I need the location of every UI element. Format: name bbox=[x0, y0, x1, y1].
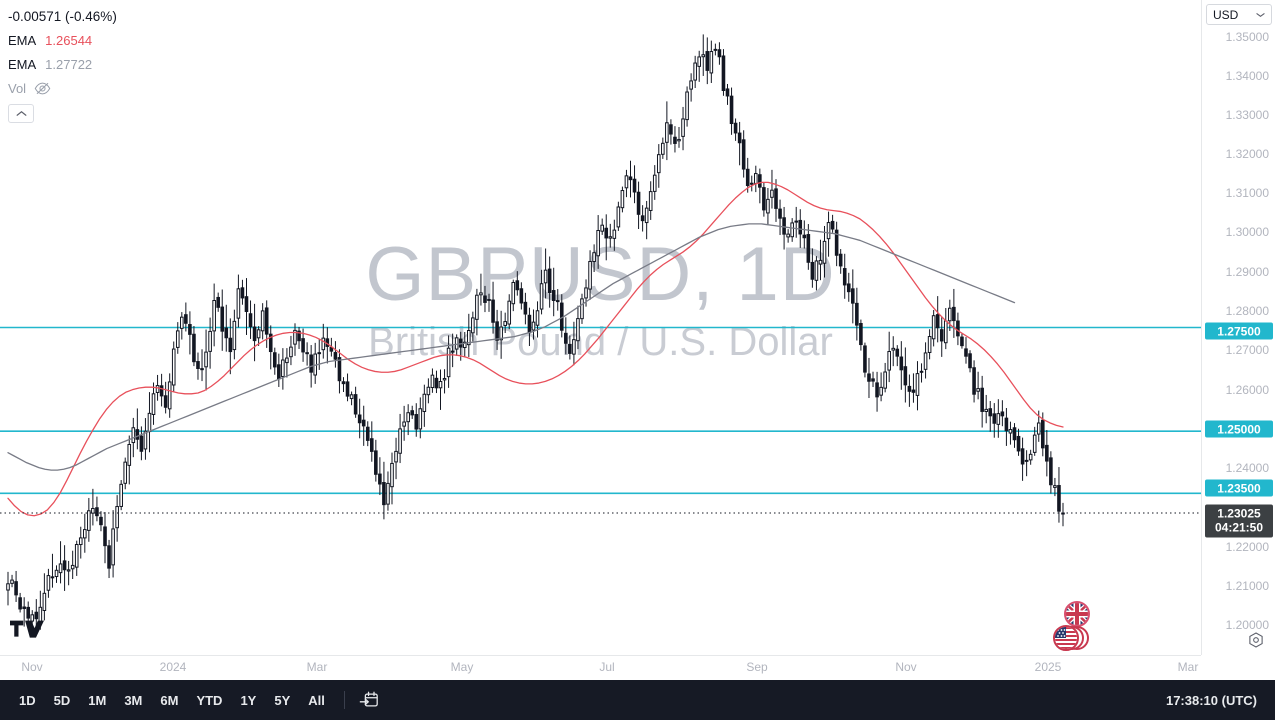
collapse-legend-button[interactable] bbox=[8, 104, 34, 123]
current-price-value: 1.23025 bbox=[1217, 506, 1261, 521]
bottom-toolbar: 1D 5D 1M 3M 6M YTD 1Y 5Y All 17:38:10 (UTC) bbox=[0, 680, 1275, 720]
price-series-svg bbox=[0, 34, 1201, 630]
price-axis-tick: 1.35000 bbox=[1225, 30, 1269, 44]
price-axis-tick: 1.26000 bbox=[1225, 383, 1269, 397]
time-axis-tick: Nov bbox=[895, 660, 917, 674]
price-axis-tick: 1.21000 bbox=[1225, 579, 1269, 593]
timeframe-button-group: 1D 5D 1M 3M 6M YTD 1Y 5Y All bbox=[0, 689, 334, 712]
tradingview-logo[interactable] bbox=[10, 620, 44, 642]
us-flag-marker[interactable] bbox=[1053, 624, 1089, 652]
legend-indicator-ema-slow[interactable]: EMA 1.27722 bbox=[8, 52, 117, 76]
price-level-badge[interactable]: 1.23500 bbox=[1205, 479, 1273, 497]
current-price-badge[interactable]: 1.23025 04:21:50 bbox=[1205, 504, 1273, 538]
timeframe-button-1y[interactable]: 1Y bbox=[240, 692, 257, 708]
time-axis-tick: 2025 bbox=[1034, 660, 1062, 674]
ema-slow-value: 1.27722 bbox=[45, 56, 93, 72]
ema-slow-line[interactable] bbox=[7, 223, 1016, 471]
timeframe-button-5d[interactable]: 5D bbox=[53, 692, 71, 708]
timeframe-button-5y[interactable]: 5Y bbox=[274, 692, 291, 708]
chevron-up-icon bbox=[16, 111, 26, 116]
time-axis-tick: Mar bbox=[1177, 660, 1199, 674]
price-level-badge[interactable]: 1.25000 bbox=[1205, 420, 1273, 438]
ema-slow-label: EMA bbox=[8, 56, 37, 72]
timeframe-button-1d[interactable]: 1D bbox=[19, 692, 36, 708]
candlestick-series bbox=[6, 34, 1065, 630]
timeframe-button-6m[interactable]: 6M bbox=[160, 692, 179, 708]
time-axis-tick: Nov bbox=[21, 660, 43, 674]
price-axis-tick: 1.27000 bbox=[1225, 343, 1269, 357]
gear-icon[interactable] bbox=[1245, 629, 1267, 651]
currency-label: USD bbox=[1213, 7, 1239, 22]
bar-countdown-timer: 04:21:50 bbox=[1214, 520, 1264, 535]
price-axis-tick: 1.30000 bbox=[1225, 225, 1269, 239]
price-axis[interactable]: USD 1.35000 1.34000 1.33000 1.32000 1.31000 1… bbox=[1201, 0, 1275, 655]
eye-off-icon[interactable] bbox=[34, 81, 51, 96]
time-axis[interactable]: Nov 2024 Mar May Jul Sep Nov 2025 Mar bbox=[0, 655, 1201, 680]
timeframe-button-all[interactable]: All bbox=[308, 692, 325, 708]
toolbar-divider bbox=[343, 691, 345, 709]
price-axis-tick: 1.22000 bbox=[1225, 540, 1269, 554]
price-axis-tick: 1.32000 bbox=[1225, 147, 1269, 161]
timeframe-button-1m[interactable]: 1M bbox=[88, 692, 107, 708]
price-level-badge[interactable]: 1.27500 bbox=[1205, 322, 1273, 340]
chart-legend: -0.00571 (-0.46%) EMA 1.26544 EMA 1.2772… bbox=[8, 4, 117, 123]
ema-fast-label: EMA bbox=[8, 32, 37, 48]
session-clock: 17:38:10 (UTC) bbox=[1165, 692, 1257, 708]
time-axis-tick: Jul bbox=[599, 660, 615, 674]
time-axis-tick: May bbox=[450, 660, 474, 674]
price-axis-tick: 1.29000 bbox=[1225, 265, 1269, 279]
price-axis-tick: 1.20000 bbox=[1225, 618, 1269, 632]
uk-flag-marker[interactable] bbox=[1063, 600, 1091, 628]
timeframe-button-ytd[interactable]: YTD bbox=[196, 692, 223, 708]
price-axis-tick: 1.28000 bbox=[1225, 304, 1269, 318]
legend-change-row: -0.00571 (-0.46%) bbox=[8, 4, 117, 28]
calendar-arrow-icon[interactable] bbox=[355, 687, 383, 713]
time-axis-tick: Sep bbox=[746, 660, 768, 674]
price-axis-tick: 1.34000 bbox=[1225, 69, 1269, 83]
price-axis-tick: 1.31000 bbox=[1225, 186, 1269, 200]
price-change-value: -0.00571 (-0.46%) bbox=[8, 8, 117, 24]
chart-plot-area[interactable]: GBPUSD, 1D British Pound / U.S. Dollar bbox=[0, 0, 1201, 655]
ema-fast-line[interactable] bbox=[7, 181, 1064, 517]
legend-indicator-ema-fast[interactable]: EMA 1.26544 bbox=[8, 28, 117, 52]
timeframe-button-3m[interactable]: 3M bbox=[124, 692, 143, 708]
chevron-down-icon bbox=[1256, 12, 1265, 17]
price-axis-tick: 1.33000 bbox=[1225, 108, 1269, 122]
time-axis-tick: Mar bbox=[306, 660, 328, 674]
currency-selector[interactable]: USD bbox=[1206, 4, 1272, 25]
time-axis-tick: 2024 bbox=[159, 660, 187, 674]
volume-label: Vol bbox=[8, 80, 27, 96]
price-axis-tick: 1.24000 bbox=[1225, 461, 1269, 475]
legend-volume-row[interactable]: Vol bbox=[8, 76, 117, 100]
ema-fast-value: 1.26544 bbox=[45, 32, 93, 48]
